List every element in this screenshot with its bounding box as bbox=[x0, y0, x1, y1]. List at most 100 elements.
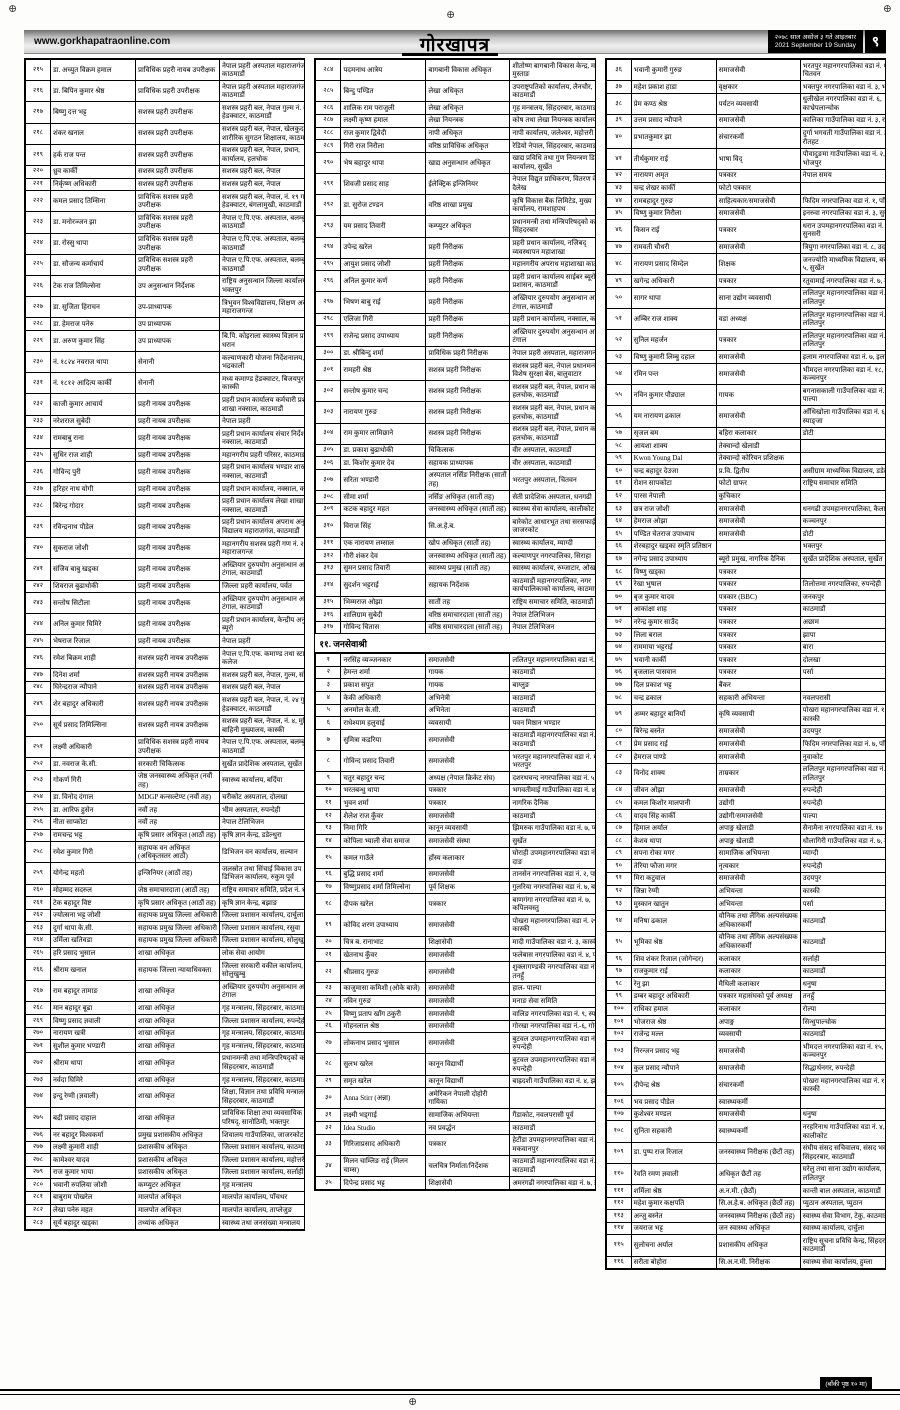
entry-row: २२६ टेक राज तिमिल्सेना उप अनुसन्धान निर्दे… bbox=[25, 274, 305, 298]
entry-name: डा. अच्युत विक्रम हमाल bbox=[50, 58, 136, 82]
entry-post: लेखा नियन्त्रक bbox=[425, 113, 511, 128]
entry-name: चन्द्र बहादुर देउजा bbox=[630, 464, 717, 478]
entry-address: सेती प्रादेशिक अस्पताल, धनगढी bbox=[509, 490, 595, 504]
entry-number: ६४ bbox=[605, 514, 632, 529]
entry-post: गायक bbox=[425, 665, 511, 680]
entry-number: ४७ bbox=[605, 240, 632, 255]
entry-address: नवलपरासी bbox=[799, 691, 885, 705]
entry-address: डोटी bbox=[799, 527, 885, 541]
entry-address: भगवतीमाई गाउँपालिका वडा नं. ४, दैलेख bbox=[509, 783, 595, 798]
entry-row: १०६ भव प्रसाद पौडेल स्वास्थ्यकर्मी bbox=[605, 1095, 885, 1109]
entry-row: २४० सुकराज जोशी प्रहरी नायब उपरीक्षक महानगर… bbox=[25, 537, 305, 560]
entry-number: १०४ bbox=[605, 1061, 632, 1076]
entry-address: गृह मन्त्रालय, सिंहदरबार, काठमाडौं bbox=[509, 101, 595, 115]
section-header: ११. जनसेवाश्री bbox=[315, 634, 595, 654]
entry-name: सुशील कुमार भण्डारी bbox=[50, 1039, 136, 1053]
entry-address: गुलरिया नगरपालिका वडा नं. ७, बर्दिया bbox=[509, 880, 595, 895]
entry-number: २७६ bbox=[25, 1128, 51, 1142]
entry-address: प्रहरी प्रधान कार्यालय कर्मचारी प्रशासन … bbox=[219, 393, 305, 416]
entry-row: २८६ शालिक राम पराजुली लेखा अधिकृत गृह मन्त्… bbox=[315, 101, 595, 115]
entry-name: राज कुमार भाया bbox=[50, 1165, 136, 1180]
entry-address: सशस्त्र प्रहरी बल, नेपाल, प्रधान, कार्या… bbox=[219, 143, 305, 166]
entry-name: कटक बहादुर महत bbox=[340, 502, 427, 517]
entry-post: जनस्वास्थ्य अधिकृत (सातौं तह) bbox=[425, 502, 511, 517]
website-url: www.gorkhapatraonline.com bbox=[34, 36, 171, 47]
entry-row: २६३ दुर्गा थापा के.सी. सहायक प्रमुख जिल्ला… bbox=[25, 921, 305, 935]
entry-row: ४१ तीर्थकुमार राई भाषा विद् पौवादुङमा गाउँप… bbox=[605, 147, 885, 170]
entry-number: ७५ bbox=[605, 653, 632, 667]
entry-number: २७ bbox=[315, 1032, 342, 1055]
entry-name: रमिन पन्त bbox=[630, 363, 717, 386]
entry-address: कञ्चनपुर bbox=[799, 514, 885, 529]
entry-row: ४८ नारायण प्रसाद सिम्देल शिक्षक जनज्योति मा… bbox=[605, 253, 885, 276]
entry-post: समाजसेवी bbox=[715, 206, 801, 221]
entry-post: कृषि व्यवसायी bbox=[715, 703, 801, 726]
entry-row: १०२ राजेन्द्र मल्ल व्यवसायी काठमाडौं bbox=[605, 1027, 885, 1042]
entries-table: ३६ भवानी कुमारी गुरुङ समाजसेवी भरतपुर महानग… bbox=[605, 59, 885, 1270]
entry-row: ५२ सुनिल महर्जन पत्रकार ललितपुर महानगरपालिक… bbox=[605, 329, 885, 352]
entry-address: स्वास्थ्य कार्यालय, बर्दिया bbox=[219, 769, 305, 792]
entry-post: ताम्रकार bbox=[715, 762, 801, 785]
entry-number: ९१ bbox=[605, 871, 632, 886]
entry-post: लेखा अधिकृत bbox=[425, 80, 511, 103]
entry-post: समाजसेवी bbox=[715, 240, 801, 255]
entry-number: ६० bbox=[605, 464, 632, 478]
entry-row: ६२ पारस नेपाली कुचिकार bbox=[605, 489, 885, 504]
entry-address: वीर अस्पताल, काठमाडौं bbox=[509, 443, 595, 458]
entry-post: अभियन्ता bbox=[715, 884, 801, 899]
entry-address bbox=[799, 439, 885, 453]
crop-mark-top-left: ⊕ bbox=[8, 3, 18, 15]
entry-address: राष्ट्रिय अनुसन्धान जिल्ला कार्यालय, भक्… bbox=[219, 274, 305, 298]
entry-address: रुपन्देही bbox=[799, 783, 885, 798]
entry-name: भरतबन्धु थापा bbox=[340, 783, 427, 798]
entry-row: ६३ छत्र राज जोशी समाजसेवी धनगढी उपमहानगरपाल… bbox=[605, 502, 885, 516]
entry-number: १५ bbox=[315, 846, 342, 869]
entry-post: प्रशासकीय अधिकृत bbox=[135, 1153, 220, 1167]
entry-number: ११४ bbox=[605, 1221, 632, 1236]
entry-address: मालपोत कार्यालय, ताप्लेजुङ bbox=[219, 1203, 305, 1218]
entry-name: मोहम्मद सदरुल bbox=[50, 883, 136, 898]
entry-row: ३ प्रकाश सपुत गायक बाग्लुङ bbox=[315, 678, 595, 693]
entry-name: अन्जु बस्नेत bbox=[630, 1209, 717, 1223]
entry-post: सशस्त्र प्रहरी नायब उपरीक्षक bbox=[135, 714, 220, 737]
entry-post: प्रहरी निरीक्षक bbox=[425, 325, 511, 348]
entry-address: प्रहरी प्रधान कार्यालय संचार निर्देशनालय… bbox=[219, 427, 305, 450]
entry-address: प्रहरी प्रधान कार्यालय लेखा शाखा नक्साल,… bbox=[219, 494, 305, 517]
entry-post: सशस्त्र प्रहरी उपरीक्षक bbox=[135, 122, 220, 145]
entry-number: २९० bbox=[315, 151, 342, 174]
entry-name: डा. आरिफ हुसेन bbox=[50, 803, 136, 817]
entry-name: शेरबहादुर खड्का स्मृति प्रतिष्ठान bbox=[630, 539, 717, 554]
entry-post: प्रहरी निरीक्षक bbox=[425, 312, 511, 327]
entry-row: २६५ हरि प्रसाद भुसाल शाखा अधिकृत लोक सेवा आ… bbox=[25, 946, 305, 961]
entry-name: केशव थापा bbox=[630, 834, 717, 848]
entry-post: समाजसेवी bbox=[425, 914, 511, 937]
entry-name: डम्बर बहादुर अधिकारी bbox=[630, 989, 717, 1004]
entry-post: प्रहरी नायब उपरीक्षक bbox=[135, 537, 220, 560]
entry-row: २४१ संजिव बाबु खड्का प्रहरी नायब उपरीक्षक अ… bbox=[25, 558, 305, 581]
entry-address: प्रहरी प्रधान कार्यालय, नक्साल, काठमाडौं bbox=[219, 482, 305, 496]
entry-post: प्रशासकीय अधिकृत bbox=[135, 1165, 220, 1180]
entry-row: ४३ चन्द्र शेखर कार्की फोटो पत्रकार bbox=[605, 181, 885, 196]
entry-number: ३०९ bbox=[315, 502, 342, 517]
entry-post: प्रहरी निरीक्षक bbox=[425, 270, 511, 293]
entry-row: २२९ डा. अरुण कुमार सिंह उप प्राध्यापक बि.पि… bbox=[25, 329, 305, 353]
entry-name: सीमा शर्मा bbox=[340, 490, 427, 504]
entry-name: विष्णु कुमारी लिम्बु दहाल bbox=[630, 350, 717, 365]
entry-row: २५४ डा. विनोद दंगाल MDGP कन्सल्टेण्ट (नवौं… bbox=[25, 790, 305, 805]
entry-address: भरतपुर महानगरपालिका वडा नं. ११, चितवन bbox=[799, 59, 885, 82]
entry-address: सशस्त्र प्रहरी बल, नेपाल, गुल्म, सोलुखुम… bbox=[219, 668, 305, 682]
entry-name: बिरेन्द्र बस्नेत bbox=[630, 724, 717, 739]
entry-address: गृह मन्त्रालय, सिंहदरबार, काठमाडौं bbox=[219, 1073, 305, 1087]
entries-column-2: २८४ पदमनाथ आत्रेय बागबानी विकास अधिकृत शीतो… bbox=[314, 58, 596, 1191]
entry-address: स्वास्थ्य कार्यालय, दार्चुला bbox=[799, 1221, 885, 1236]
entry-row: २६४ उर्मिला खतिवडा सहायक प्रमुख जिल्ला अधि… bbox=[25, 933, 305, 948]
entry-address: भीम अस्पताल, रुपन्देही bbox=[219, 803, 305, 817]
entry-address: काठमाडौं bbox=[799, 930, 885, 954]
entry-name: शालिग्राम सुबेदी bbox=[340, 608, 427, 622]
entry-address: स्वास्थ्य तथा जनसंख्या मन्त्रालय bbox=[219, 1216, 305, 1230]
entry-number: २९१ bbox=[315, 172, 342, 196]
continuation-note: (बाँकी पृष्ठ १० मा) bbox=[820, 1377, 872, 1389]
entry-name: टेक बहादुर विष्ट bbox=[50, 896, 136, 910]
entry-name: एलिजा गिरी bbox=[340, 312, 427, 327]
entry-name: सन्तोष कुमार चन्द bbox=[340, 380, 427, 403]
